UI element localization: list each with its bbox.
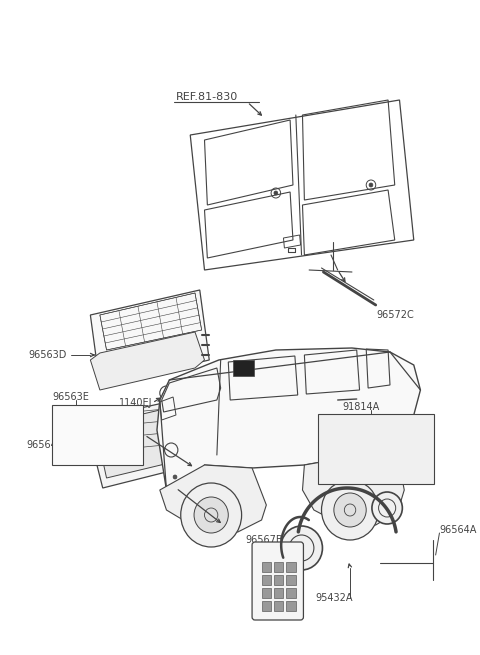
- Bar: [233, 360, 254, 376]
- Bar: [286, 575, 296, 585]
- Bar: [286, 588, 296, 598]
- Circle shape: [194, 497, 228, 533]
- Bar: [286, 562, 296, 572]
- Text: REF.81-830: REF.81-830: [176, 92, 238, 102]
- Polygon shape: [85, 395, 214, 488]
- Circle shape: [372, 492, 402, 524]
- Circle shape: [399, 428, 422, 452]
- FancyBboxPatch shape: [252, 542, 303, 620]
- Text: 96572C: 96572C: [377, 310, 414, 320]
- Bar: [274, 601, 284, 611]
- Text: 96563D: 96563D: [28, 350, 67, 360]
- Text: 96564A: 96564A: [440, 525, 477, 535]
- Polygon shape: [160, 465, 266, 532]
- Polygon shape: [157, 348, 420, 510]
- Text: 95432A: 95432A: [316, 593, 353, 603]
- Circle shape: [281, 526, 323, 570]
- Text: 96563E: 96563E: [52, 392, 89, 402]
- Polygon shape: [302, 440, 404, 525]
- Bar: [262, 562, 271, 572]
- Polygon shape: [90, 290, 209, 385]
- Circle shape: [390, 418, 432, 462]
- FancyBboxPatch shape: [318, 414, 434, 484]
- Bar: [274, 575, 284, 585]
- Circle shape: [322, 480, 379, 540]
- Polygon shape: [95, 403, 203, 478]
- Circle shape: [369, 183, 373, 187]
- Circle shape: [181, 483, 241, 547]
- Text: 1140EJ: 1140EJ: [119, 398, 152, 408]
- Text: 91814A: 91814A: [342, 402, 380, 412]
- Polygon shape: [90, 332, 204, 390]
- Bar: [262, 588, 271, 598]
- Circle shape: [173, 475, 177, 479]
- Bar: [274, 562, 284, 572]
- Text: 96567B: 96567B: [245, 535, 283, 545]
- Circle shape: [334, 493, 366, 527]
- Bar: [286, 601, 296, 611]
- Circle shape: [274, 191, 278, 195]
- Text: 96564: 96564: [26, 440, 58, 450]
- Bar: [262, 601, 271, 611]
- Bar: [274, 588, 284, 598]
- FancyBboxPatch shape: [52, 405, 143, 465]
- Bar: [262, 575, 271, 585]
